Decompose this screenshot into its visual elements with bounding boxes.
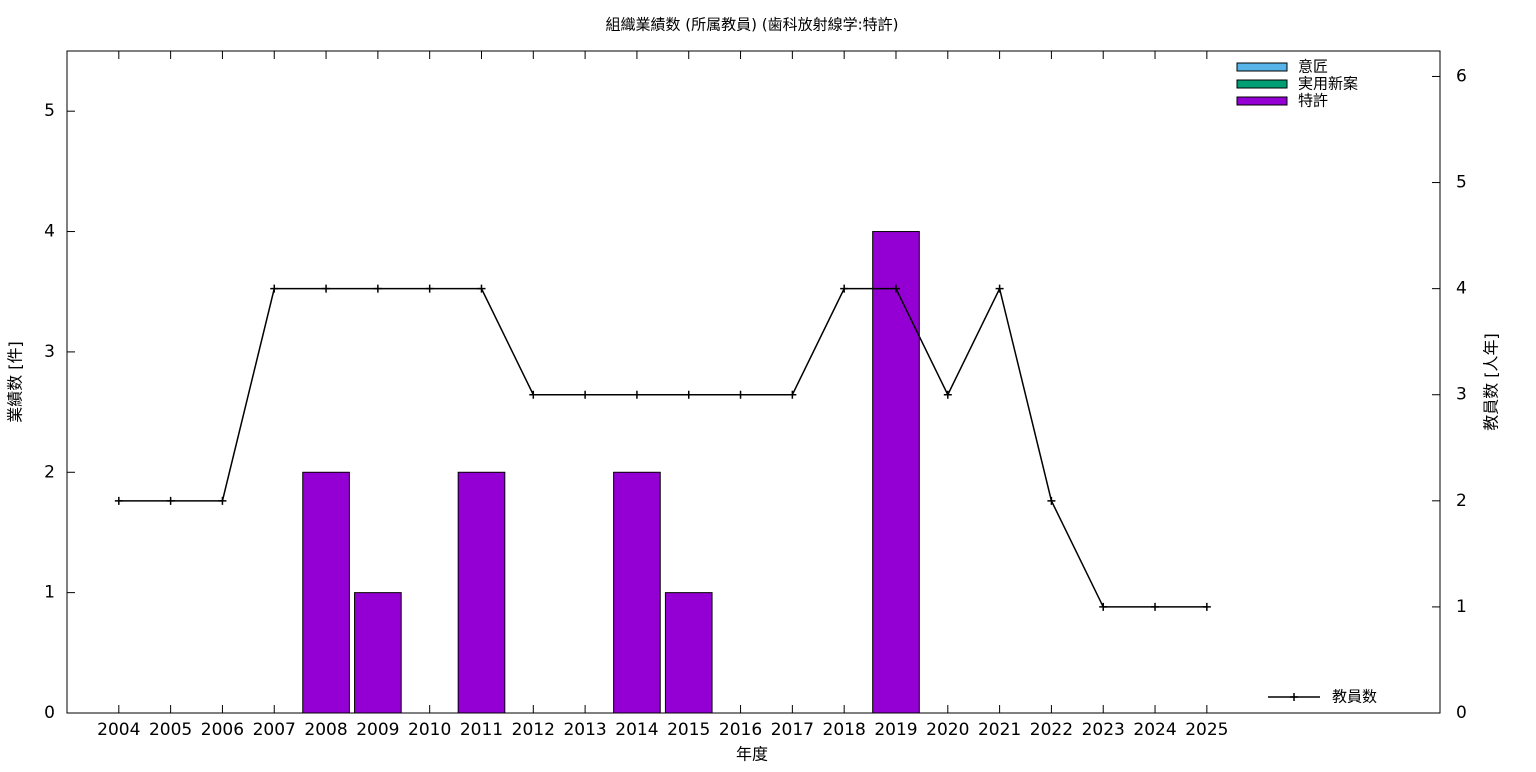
line — [118, 286, 1207, 608]
line-point — [270, 284, 279, 293]
line-point — [736, 390, 745, 399]
line-point — [684, 390, 693, 399]
x-tick-label: 2005 — [149, 720, 192, 740]
line-point — [477, 284, 486, 293]
x-tick-label: 2008 — [304, 720, 347, 740]
y-tick-label: 5 — [44, 101, 55, 121]
x-tick-label: 2022 — [1030, 720, 1073, 740]
x-tick-label: 2007 — [253, 720, 296, 740]
line-point — [529, 390, 538, 399]
y2-tick-label: 4 — [1456, 279, 1467, 299]
line-point — [218, 496, 227, 505]
y-tick-label: 1 — [44, 583, 55, 603]
bar — [354, 592, 402, 714]
legend-label: 実用新案 — [1298, 75, 1358, 93]
legend-label: 特許 — [1298, 92, 1328, 110]
bar — [613, 471, 661, 714]
line-point — [788, 390, 797, 399]
y2-tick-label: 1 — [1456, 597, 1467, 617]
line-point — [114, 496, 123, 505]
line-point — [1047, 496, 1056, 505]
x-tick-label: 2013 — [563, 720, 606, 740]
bar — [302, 471, 350, 714]
y-tick-label: 4 — [44, 222, 55, 242]
legend-swatch — [1236, 96, 1288, 106]
x-tick-label: 2015 — [667, 720, 710, 740]
y2-tick-label: 3 — [1456, 385, 1467, 405]
line-point — [995, 284, 1004, 293]
x-tick-label: 2023 — [1082, 720, 1125, 740]
y-axis-label: 業績数 [件] — [6, 341, 25, 423]
y2-tick-label: 5 — [1456, 173, 1467, 193]
x-tick-label: 2019 — [874, 720, 917, 740]
line-point — [373, 284, 382, 293]
x-tick-label: 2010 — [408, 720, 451, 740]
line-point — [943, 390, 952, 399]
legend-swatch — [1236, 79, 1288, 89]
y2-tick-label: 0 — [1456, 703, 1467, 723]
x-tick-label: 2017 — [771, 720, 814, 740]
legend-point — [1290, 693, 1298, 701]
y-tick-label: 3 — [44, 342, 55, 362]
bar — [457, 471, 506, 714]
line-point — [322, 284, 331, 293]
line-point — [1099, 602, 1108, 611]
plot-frame — [66, 50, 1441, 714]
x-axis-label: 年度 — [736, 745, 768, 764]
x-tick-label: 2012 — [512, 720, 555, 740]
x-tick-label: 2011 — [460, 720, 503, 740]
chart-title: 組織業績数 (所属教員) (歯科放射線学:特許) — [606, 16, 899, 34]
x-tick-label: 2018 — [823, 720, 866, 740]
legend-label: 意匠 — [1298, 58, 1328, 76]
line-point — [1151, 602, 1160, 611]
y2-tick-label: 2 — [1456, 491, 1467, 511]
x-tick-label: 2014 — [615, 720, 658, 740]
bar — [872, 231, 920, 714]
line-point — [840, 284, 849, 293]
line-point — [581, 390, 590, 399]
line-point — [632, 390, 641, 399]
bar — [664, 592, 713, 714]
line-point — [166, 496, 175, 505]
x-tick-label: 2025 — [1185, 720, 1228, 740]
line-point — [425, 284, 434, 293]
x-tick-label: 2016 — [719, 720, 762, 740]
x-tick-label: 2006 — [201, 720, 244, 740]
y-tick-label: 0 — [44, 703, 55, 723]
x-tick-label: 2009 — [356, 720, 399, 740]
y2-tick-label: 6 — [1456, 66, 1467, 86]
y2-axis-label: 教員数 [人年] — [1482, 333, 1501, 431]
legend-swatch — [1236, 62, 1288, 72]
x-tick-label: 2024 — [1133, 720, 1176, 740]
x-tick-label: 2004 — [97, 720, 140, 740]
line-point — [891, 284, 900, 293]
x-tick-label: 2020 — [926, 720, 969, 740]
y-tick-label: 2 — [44, 462, 55, 482]
line-point — [1202, 602, 1211, 611]
legend-label: 教員数 — [1332, 688, 1377, 706]
x-tick-label: 2021 — [978, 720, 1021, 740]
